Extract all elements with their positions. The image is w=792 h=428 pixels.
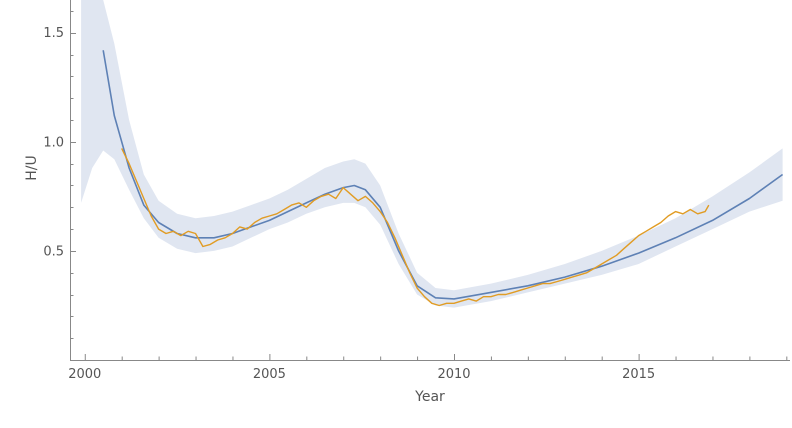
y-tick-label: 1.5	[43, 26, 64, 41]
y-tick-label: 1.0	[43, 135, 64, 150]
confidence-band	[81, 0, 783, 308]
x-tick-label: 2005	[253, 367, 286, 382]
axes: 2000 2005 2010 2015 0.5 1.0 1.5	[43, 0, 790, 382]
observed-data-line	[121, 148, 710, 307]
series-layer	[102, 50, 784, 307]
x-axis-ticks: 2000 2005 2010 2015	[68, 354, 788, 382]
y-axis-title: H/U	[24, 155, 40, 181]
x-axis-title: Year	[414, 389, 445, 405]
x-tick-label: 2015	[622, 367, 655, 382]
y-axis-ticks: 0.5 1.0 1.5	[43, 11, 76, 339]
x-tick-label: 2000	[68, 367, 101, 382]
fitted-curve-line	[102, 50, 784, 300]
confidence-band-layer	[81, 0, 783, 308]
x-tick-label: 2010	[437, 367, 470, 382]
y-tick-label: 0.5	[43, 244, 64, 259]
